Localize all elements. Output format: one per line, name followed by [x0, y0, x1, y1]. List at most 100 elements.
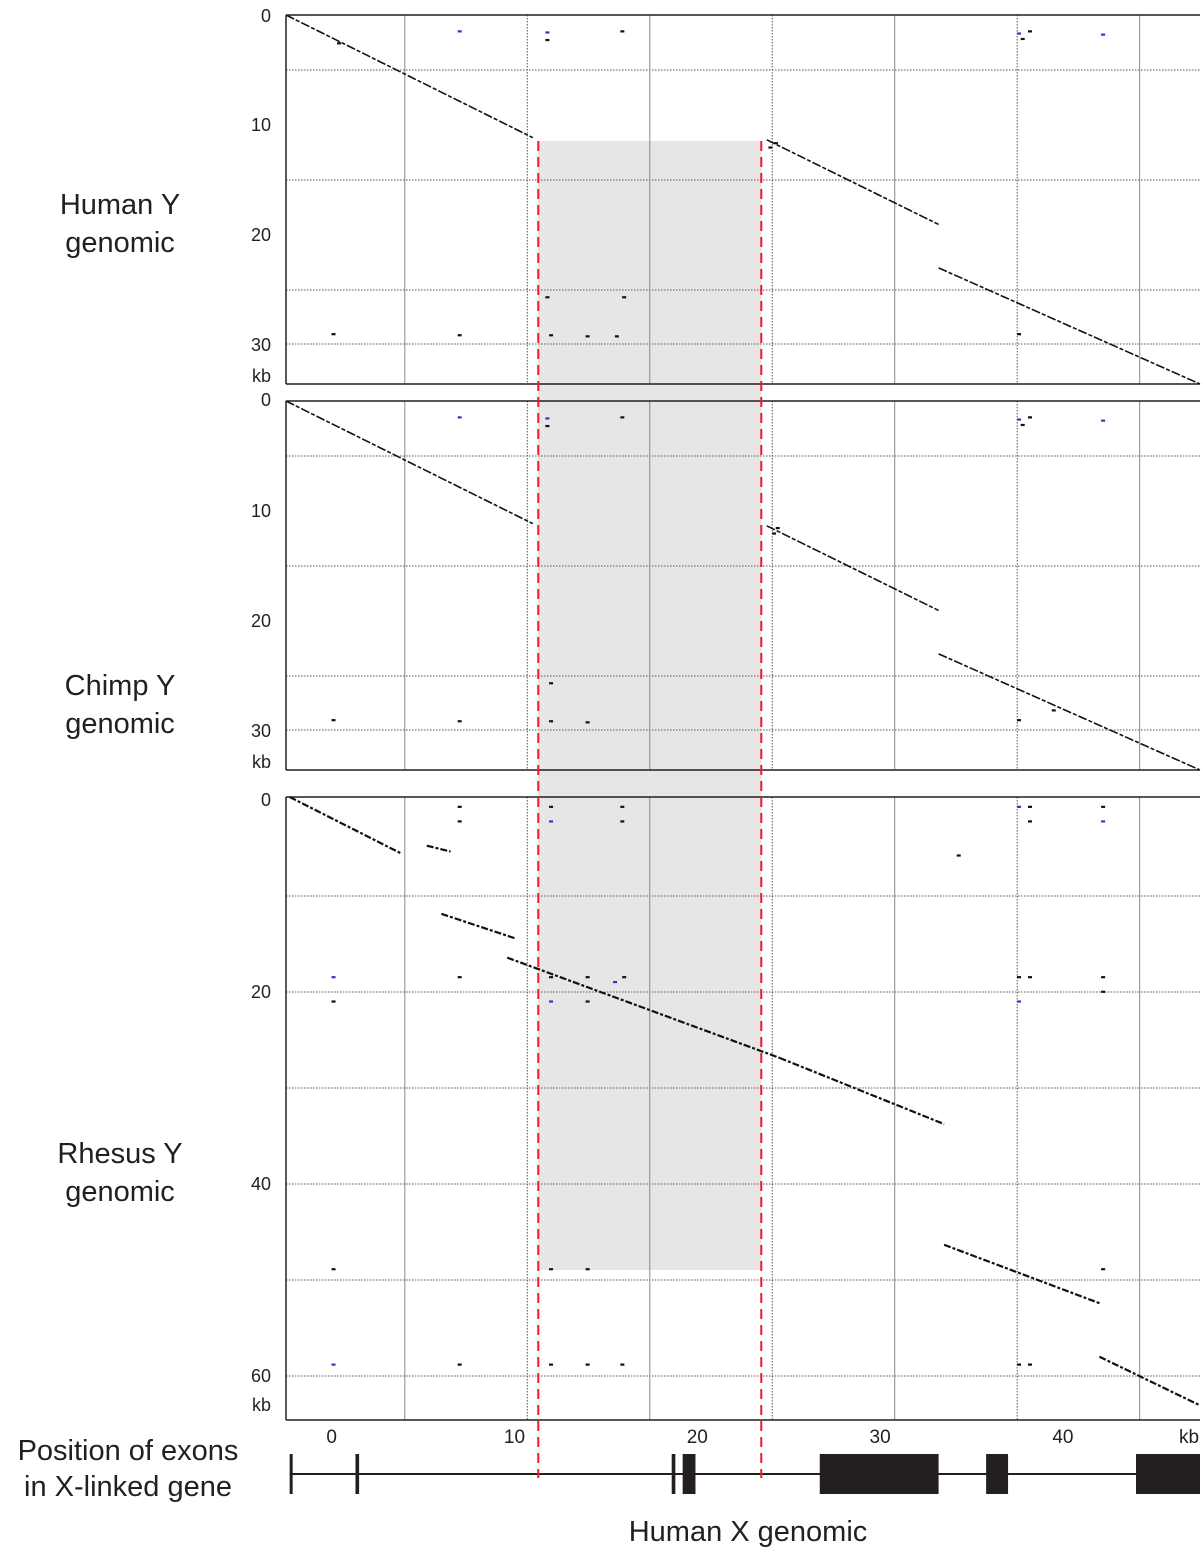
- dotplot-match-dot: [331, 719, 336, 722]
- x-tick-label: 20: [687, 1427, 708, 1448]
- dotplot-match-dot: [457, 805, 462, 808]
- frame-layer: [285, 14, 1200, 1421]
- y-tick-label: 0: [261, 790, 271, 810]
- y-tick-label: 0: [261, 390, 271, 410]
- dotplot-match-dot: [620, 30, 625, 33]
- exon-block: [682, 1454, 696, 1494]
- dotplot-match-dot: [549, 820, 554, 823]
- dotplot-match-dot: [1017, 976, 1022, 979]
- text-layer: 0 10 20 30 kb Human Y genomic 0 10 20 30 kb Chimp Y g…: [18, 6, 1199, 1548]
- dotplot-match-dot: [1017, 32, 1022, 35]
- dotplot-alignment-segment: [441, 912, 515, 940]
- exon-block: [986, 1454, 1009, 1494]
- exon-block: [355, 1454, 360, 1494]
- dotplot-match-dot: [549, 720, 554, 723]
- dotplot-match-dot: [1017, 333, 1022, 336]
- x-tick-label: 40: [1052, 1427, 1073, 1448]
- species-label: Rhesus Y: [57, 1138, 182, 1170]
- dotplot-match-dot: [457, 820, 462, 823]
- dotplot-match-dot: [545, 417, 550, 420]
- dotplot-alignment-segment: [285, 14, 534, 139]
- species-label: genomic: [65, 227, 175, 259]
- species-label: genomic: [65, 1176, 175, 1208]
- dotplot-match-dot: [585, 721, 590, 724]
- dotplot-match-dot: [1101, 990, 1106, 993]
- dotplot-alignment-segment: [766, 525, 939, 612]
- grid-layer: [286, 15, 1200, 1420]
- dotplot-match-dot: [457, 720, 462, 723]
- dotplot-match-dot: [1027, 805, 1032, 808]
- dotplot-alignment-segment: [289, 796, 402, 855]
- dotplot-match-dot: [1101, 820, 1106, 823]
- dotplot-match-dot: [620, 1363, 625, 1366]
- x-tick-label: 10: [504, 1427, 525, 1448]
- dotplot-alignment-segment: [1098, 1355, 1201, 1407]
- dotplot-alignment-segment: [766, 139, 939, 226]
- dotplot-match-dot: [1027, 1363, 1032, 1366]
- dotplot-match-dot: [620, 820, 625, 823]
- dotplot-match-dot: [622, 296, 627, 299]
- dotplot-match-dot: [1017, 1000, 1022, 1003]
- dotplot-match-dot: [331, 1000, 336, 1003]
- dotplot-match-dot: [1017, 719, 1022, 722]
- exon-block: [819, 1454, 939, 1494]
- x-axis-label: Human X genomic: [629, 1516, 868, 1548]
- dotplot-alignment-segment: [426, 844, 451, 853]
- dotplot-match-dot: [585, 976, 590, 979]
- dotplot-match-dot: [549, 1268, 554, 1271]
- dotplot-match-dot: [1101, 1268, 1106, 1271]
- exon-track-layer: [289, 1454, 1200, 1494]
- dotplot-match-dot: [331, 976, 336, 979]
- exon-track-label: in X-linked gene: [24, 1471, 232, 1503]
- dotplot-match-dot: [1017, 805, 1022, 808]
- dotplot-alignment-segment: [938, 267, 1201, 385]
- dotplot-match-dot: [1020, 423, 1025, 427]
- species-label: Chimp Y: [65, 670, 176, 702]
- dotplot-match-dot: [1101, 33, 1106, 36]
- dotplot-match-dot: [622, 976, 627, 979]
- dotplot-match-dot: [1027, 416, 1032, 419]
- y-tick-label: 20: [251, 225, 271, 245]
- species-label: genomic: [65, 708, 175, 740]
- x-tick-label: kb: [1179, 1427, 1199, 1448]
- dotplot-match-dot: [337, 42, 342, 45]
- dotplot-match-dot: [549, 1000, 554, 1003]
- y-tick-label: kb: [252, 752, 271, 772]
- y-tick-label: kb: [252, 366, 271, 386]
- x-tick-label: 30: [870, 1427, 891, 1448]
- y-tick-label: 20: [251, 611, 271, 631]
- y-tick-label: 40: [251, 1174, 271, 1194]
- dotplot-alignment-segment: [943, 1243, 1100, 1305]
- dotplot-match-dot: [768, 146, 773, 149]
- dotplot-alignment-segment: [779, 1056, 945, 1126]
- dotplot-match-dot: [1020, 37, 1025, 41]
- dotplot-match-dot: [457, 334, 462, 337]
- exon-block: [671, 1454, 676, 1494]
- exon-track-label: Position of exons: [18, 1435, 239, 1467]
- dotplot-alignment-segment: [938, 653, 1201, 771]
- y-tick-label: 10: [251, 115, 271, 135]
- dotplot-match-dot: [549, 334, 554, 337]
- dotplot-match-dot: [1027, 30, 1032, 33]
- dotplot-match-dot: [620, 805, 625, 808]
- dotplot-match-dot: [331, 1363, 336, 1366]
- dotplot-match-dot: [545, 31, 550, 34]
- dotplot-match-dot: [545, 424, 550, 428]
- y-tick-label: 30: [251, 335, 271, 355]
- dotplot-match-dot: [1017, 1363, 1022, 1366]
- dotplot-alignment-segment: [285, 400, 534, 525]
- dotplot-match-dot: [1017, 418, 1022, 421]
- dotplot-match-dot: [772, 532, 777, 535]
- dotplot-match-dot: [1101, 419, 1106, 422]
- exon-block: [289, 1454, 293, 1494]
- dotplot-match-dot: [613, 980, 618, 984]
- dotplot-match-dot: [1101, 976, 1106, 979]
- dotplot-match-dot: [549, 976, 554, 979]
- dotplot-match-dot: [620, 416, 625, 419]
- dotplot-match-dot: [457, 976, 462, 979]
- dotplot-match-dot: [331, 1268, 336, 1271]
- dotplot-match-dot: [1051, 709, 1056, 712]
- dotplot-match-dot: [775, 526, 780, 530]
- y-tick-label: 0: [261, 6, 271, 26]
